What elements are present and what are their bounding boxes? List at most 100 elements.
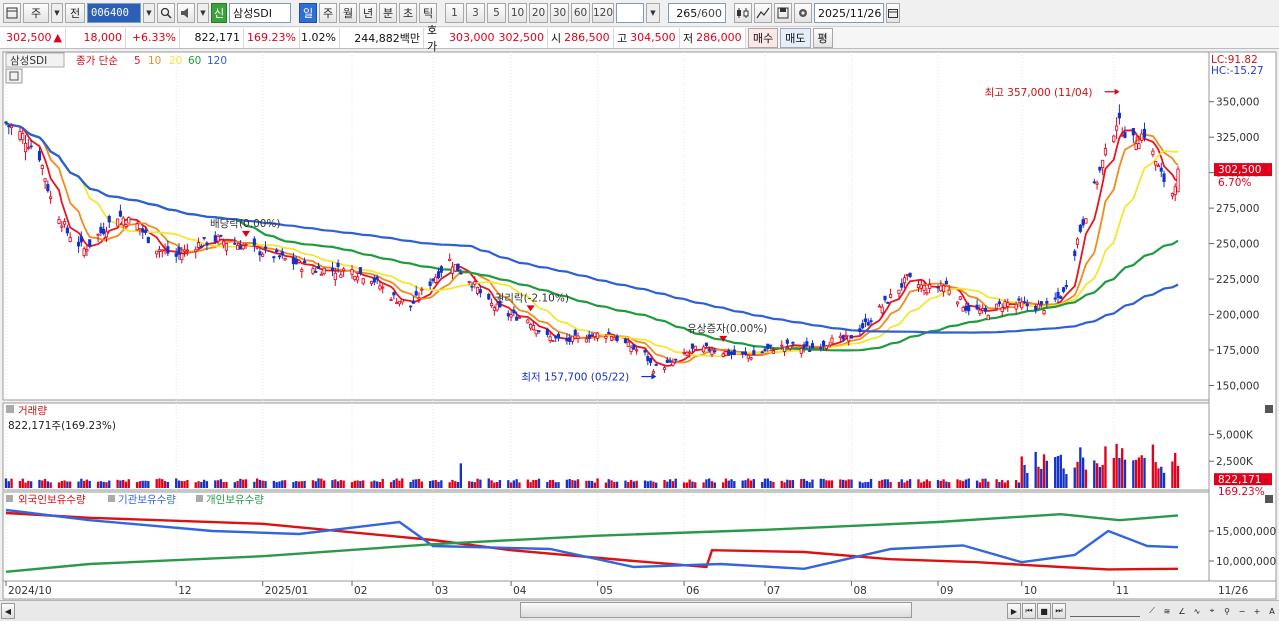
candle-body[interactable] (517, 316, 522, 319)
candle-body[interactable] (1059, 296, 1063, 299)
calendar-icon[interactable] (886, 3, 900, 23)
candle-body[interactable] (336, 262, 340, 267)
candle-body[interactable] (576, 335, 580, 339)
candle-body[interactable] (127, 217, 131, 224)
candle-body[interactable] (710, 349, 714, 356)
candle-body[interactable] (180, 253, 184, 260)
candle-body[interactable] (1073, 250, 1077, 257)
chevron-down-icon[interactable]: ▼ (51, 3, 63, 23)
candle-body[interactable] (124, 224, 128, 227)
candle-body[interactable] (1056, 291, 1060, 298)
candle-body[interactable] (649, 358, 653, 363)
interval-week-button[interactable]: 주 (319, 3, 337, 23)
search-icon[interactable] (157, 3, 175, 23)
candle-body[interactable] (1117, 112, 1121, 119)
candle-body[interactable] (300, 269, 304, 272)
candle-body[interactable] (1075, 238, 1080, 245)
candle-body[interactable] (1176, 168, 1180, 193)
candle-body[interactable] (947, 289, 951, 295)
stock-code-input[interactable]: 006400 (87, 3, 141, 23)
candle-body[interactable] (902, 277, 907, 284)
candle-body[interactable] (1022, 301, 1027, 304)
candle-body[interactable] (925, 291, 929, 295)
candle-body[interactable] (1081, 219, 1085, 226)
candle-body[interactable] (85, 249, 89, 252)
candle-body[interactable] (431, 278, 435, 281)
candle-body[interactable] (808, 350, 812, 352)
candle-body[interactable] (880, 306, 884, 314)
candle-body[interactable] (665, 359, 669, 363)
candle-body[interactable] (1101, 159, 1105, 169)
candle-body[interactable] (138, 228, 142, 231)
minute-step-button[interactable]: 60 (571, 3, 590, 23)
candle-body[interactable] (1084, 218, 1088, 224)
candle-body[interactable] (316, 265, 321, 269)
candle-body[interactable] (378, 285, 382, 290)
candle-body[interactable] (291, 257, 295, 265)
candle-body[interactable] (283, 257, 287, 261)
candle-body[interactable] (1045, 301, 1049, 304)
wave-tool-icon[interactable]: ∿ (1193, 606, 1201, 616)
candle-body[interactable] (21, 132, 25, 141)
candle-body[interactable] (983, 307, 988, 312)
candle-body[interactable] (68, 237, 72, 242)
candle-body[interactable] (417, 297, 421, 300)
candle-body[interactable] (261, 253, 265, 257)
candle-body[interactable] (752, 350, 756, 355)
candle-body[interactable] (534, 329, 538, 335)
candle-body[interactable] (82, 248, 86, 256)
candle-body[interactable] (160, 249, 164, 252)
candle-body[interactable] (785, 339, 789, 344)
panel-options-icon[interactable] (5, 68, 23, 84)
candle-body[interactable] (46, 184, 50, 192)
candle-body[interactable] (1039, 301, 1043, 305)
candle-body[interactable] (707, 348, 711, 351)
candle-body[interactable] (556, 333, 561, 339)
candle-body[interactable] (746, 354, 750, 359)
interval-month-button[interactable]: 월 (339, 3, 357, 23)
candle-body[interactable] (607, 331, 611, 334)
candle-body[interactable] (1103, 148, 1108, 156)
candle-body[interactable] (1151, 150, 1155, 156)
candle-body[interactable] (1053, 297, 1057, 300)
candle-body[interactable] (844, 334, 848, 337)
candle-body[interactable] (766, 343, 770, 349)
gear-icon[interactable] (794, 3, 812, 23)
candle-body[interactable] (1173, 186, 1177, 196)
fib-tool-icon[interactable]: ≋ (1163, 606, 1171, 616)
candle-body[interactable] (141, 228, 145, 233)
candle-body[interactable] (760, 351, 764, 354)
candle-body[interactable] (693, 345, 697, 350)
candle-body[interactable] (791, 341, 795, 344)
candle-body[interactable] (342, 268, 346, 272)
candle-body[interactable] (847, 335, 851, 342)
price-panel[interactable] (2, 51, 1210, 401)
interval-tick-button[interactable]: 틱 (419, 3, 437, 23)
cursor-tool-icon[interactable]: ⌖ (1209, 606, 1215, 615)
candle-body[interactable] (414, 291, 418, 296)
ma20-legend[interactable]: 20 (169, 55, 182, 67)
candle-body[interactable] (565, 337, 569, 342)
stock-name-field[interactable]: 삼성SDI (229, 3, 291, 23)
candle-body[interactable] (596, 332, 600, 339)
chevron-down-icon[interactable]: ▼ (143, 3, 155, 23)
candle-body[interactable] (96, 233, 100, 236)
minute-step-button[interactable]: 1 (445, 3, 464, 23)
candle-body[interactable] (975, 304, 979, 310)
candle-body[interactable] (436, 271, 441, 279)
candle-body[interactable] (512, 309, 516, 314)
minute-step-button[interactable]: 10 (508, 3, 527, 23)
candle-body[interactable] (651, 371, 655, 374)
candle-body[interactable] (819, 347, 823, 349)
count-input[interactable]: 265/600 (668, 3, 726, 23)
candle-body[interactable] (964, 305, 968, 311)
candle-body[interactable] (1042, 310, 1046, 315)
candle-body[interactable] (889, 294, 893, 298)
candle-body[interactable] (1120, 134, 1124, 137)
candle-body[interactable] (222, 240, 226, 246)
candle-body[interactable] (467, 281, 471, 283)
candle-body[interactable] (805, 341, 809, 346)
chevron-down-icon[interactable]: ▼ (646, 3, 660, 23)
candle-body[interactable] (604, 335, 608, 339)
candle-body[interactable] (771, 350, 775, 354)
